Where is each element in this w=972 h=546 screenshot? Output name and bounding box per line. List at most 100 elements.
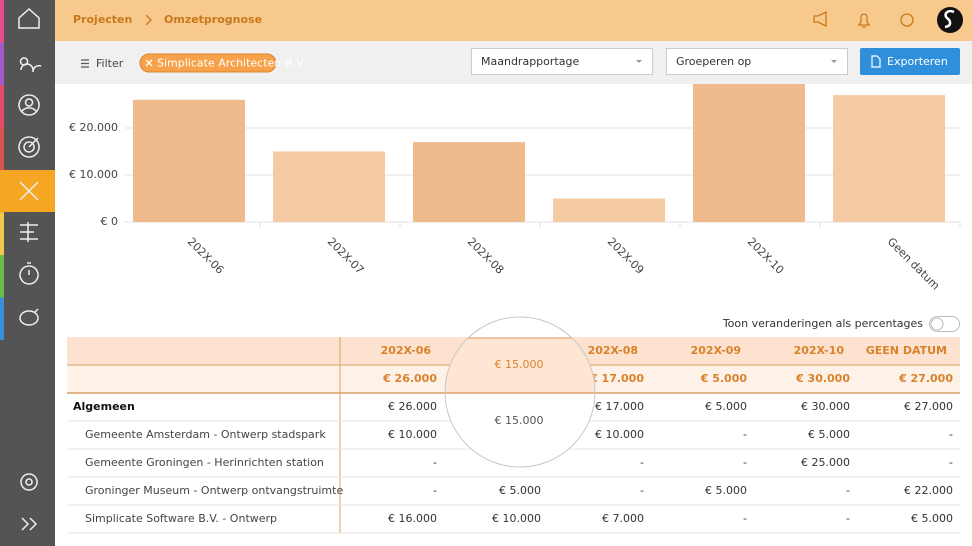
value-cell: € 25.000 [801, 456, 850, 469]
sidebar-active [0, 170, 55, 212]
sidebar-icon[interactable] [19, 57, 42, 73]
value-cell: - [640, 456, 644, 469]
toggle-label: Toon veranderingen als percentages [722, 317, 923, 330]
value-cell: € 10.000 [595, 428, 644, 441]
sidebar-icon[interactable] [18, 7, 40, 29]
value-cell: € 5.000 [705, 484, 747, 497]
lens-total: € 15.000 [495, 358, 544, 371]
bar[interactable] [133, 99, 245, 222]
total-cell: € 26.000 [382, 372, 437, 385]
total-cell: € 17.000 [589, 372, 644, 385]
value-cell: € 5.000 [499, 484, 541, 497]
project-label[interactable]: Gemeente Amsterdam - Ontwerp stadspark [85, 428, 326, 441]
project-label[interactable]: Groninger Museum - Ontwerp ontvangstruim… [85, 484, 343, 497]
column-header: GEEN DATUM [866, 344, 947, 357]
top-bar [55, 0, 972, 41]
value-cell: € 7.000 [602, 512, 644, 525]
chip-remove[interactable] [145, 59, 153, 67]
value-cell: € 10.000 [388, 428, 437, 441]
value-cell: € 30.000 [801, 400, 850, 413]
avatar-logo [944, 9, 955, 29]
value-cell: € 16.000 [388, 512, 437, 525]
filter-icon[interactable] [81, 59, 89, 68]
sidebar-icon[interactable] [20, 473, 38, 491]
value-cell: € 5.000 [911, 512, 953, 525]
lens-value: € 15.000 [495, 414, 544, 427]
project-label[interactable]: Gemeente Groningen - Herinrichten statio… [85, 456, 324, 469]
value-cell: - [743, 428, 747, 441]
lens-header [445, 337, 595, 393]
total-cell: € 30.000 [795, 372, 850, 385]
column-header: 202X-06 [381, 344, 432, 357]
bar[interactable] [553, 198, 665, 223]
sidebar-bg [0, 0, 55, 546]
value-cell: - [949, 428, 953, 441]
value-cell: - [846, 484, 850, 497]
value-cell: - [433, 484, 437, 497]
chip-label: Simplicate Architecten B.V. [157, 57, 305, 70]
report-select-value: Maandrapportage [481, 55, 579, 68]
bar[interactable] [833, 95, 945, 222]
export-icon [871, 55, 881, 68]
group-select-value: Groeperen op [676, 55, 751, 68]
breadcrumb-current: Omzetprognose [164, 13, 262, 26]
value-cell: € 5.000 [705, 400, 747, 413]
export-button[interactable] [860, 48, 960, 75]
value-cell: € 22.000 [904, 484, 953, 497]
y-tick-label: € 20.000 [69, 121, 118, 134]
help-icon[interactable] [900, 13, 914, 27]
sidebar-icon[interactable] [18, 136, 40, 158]
group-select[interactable] [666, 48, 848, 75]
total-cell: € 5.000 [700, 372, 748, 385]
sidebar-icon[interactable] [21, 517, 38, 531]
column-header: 202X-09 [691, 344, 741, 357]
sidebar-icon[interactable] [19, 262, 39, 285]
sidebar-icon[interactable] [20, 222, 38, 242]
breadcrumb-link[interactable]: Projecten [73, 13, 132, 26]
announcement-icon[interactable] [813, 10, 827, 28]
select-arrow [636, 60, 642, 63]
sidebar-strip [0, 127, 4, 170]
value-cell: € 10.000 [492, 512, 541, 525]
column-header: 202X-08 [588, 344, 638, 357]
bar[interactable] [693, 81, 805, 222]
breadcrumb-separator [145, 14, 152, 26]
notification-icon[interactable] [857, 13, 871, 28]
value-cell: € 5.000 [808, 428, 850, 441]
select-arrow [831, 60, 837, 63]
value-cell: - [433, 456, 437, 469]
lens-border [444, 316, 596, 468]
filter-button[interactable]: Filter [96, 57, 124, 70]
value-cell: - [743, 512, 747, 525]
sidebar-strip [0, 255, 4, 298]
filter-chip[interactable] [139, 53, 277, 73]
magnifier: € 15.000 € 15.000 [444, 316, 596, 468]
value-cell: - [640, 484, 644, 497]
value-cell: - [743, 456, 747, 469]
group-label: Algemeen [73, 400, 135, 413]
y-tick-label: € 0 [101, 215, 119, 228]
value-cell: - [949, 456, 953, 469]
export-label: Exporteren [887, 55, 948, 68]
value-cell: € 17.000 [595, 400, 644, 413]
toggle-knob [930, 317, 944, 331]
sidebar-strip [0, 85, 4, 128]
bar[interactable] [273, 151, 385, 223]
sidebar-icon[interactable] [19, 308, 39, 326]
report-select[interactable] [471, 48, 653, 75]
total-cell: € 27.000 [898, 372, 953, 385]
sidebar-icon[interactable] [19, 181, 39, 201]
value-cell: € 27.000 [904, 400, 953, 413]
project-label[interactable]: Simplicate Software B.V. - Ontwerp [85, 512, 277, 525]
sidebar-strip [0, 297, 4, 340]
sidebar-strip [0, 0, 4, 43]
value-cell: - [846, 512, 850, 525]
sidebar-icon[interactable] [18, 94, 40, 116]
column-header: 202X-10 [794, 344, 845, 357]
value-cell: € 26.000 [388, 400, 437, 413]
sidebar-strip [0, 212, 4, 255]
bar[interactable] [413, 142, 525, 222]
sidebar [0, 0, 55, 546]
y-tick-label: € 10.000 [69, 168, 118, 181]
